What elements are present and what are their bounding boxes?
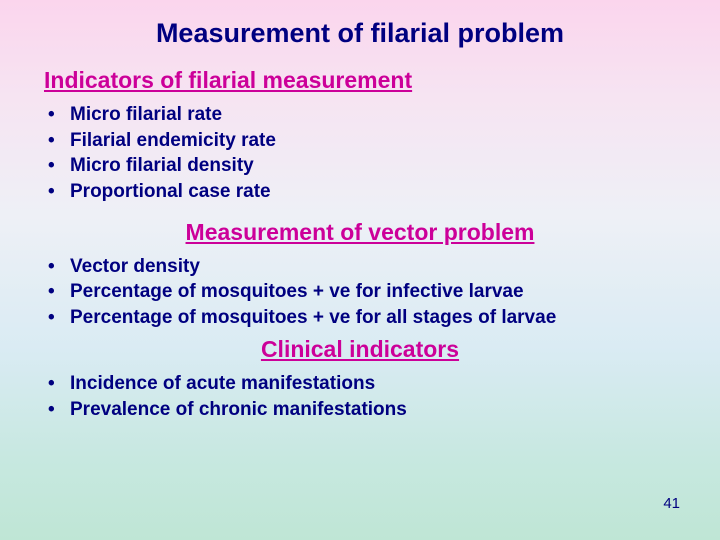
slide-title: Measurement of filarial problem — [30, 18, 690, 49]
section3-bullets: Incidence of acute manifestations Preval… — [44, 371, 690, 422]
list-item: Filarial endemicity rate — [44, 128, 690, 154]
list-item: Incidence of acute manifestations — [44, 371, 690, 397]
list-item: Percentage of mosquitoes + ve for all st… — [44, 305, 690, 331]
list-item: Prevalence of chronic manifestations — [44, 397, 690, 423]
list-item: Micro filarial density — [44, 153, 690, 179]
section1-heading: Indicators of filarial measurement — [44, 67, 690, 94]
section1-bullets: Micro filarial rate Filarial endemicity … — [44, 102, 690, 205]
section2-bullets: Vector density Percentage of mosquitoes … — [44, 254, 690, 331]
list-item: Percentage of mosquitoes + ve for infect… — [44, 279, 690, 305]
slide: Measurement of filarial problem Indicato… — [0, 0, 720, 540]
list-item: Micro filarial rate — [44, 102, 690, 128]
section2-heading: Measurement of vector problem — [30, 219, 690, 246]
list-item: Vector density — [44, 254, 690, 280]
section3-heading: Clinical indicators — [30, 336, 690, 363]
page-number: 41 — [663, 495, 680, 512]
list-item: Proportional case rate — [44, 179, 690, 205]
